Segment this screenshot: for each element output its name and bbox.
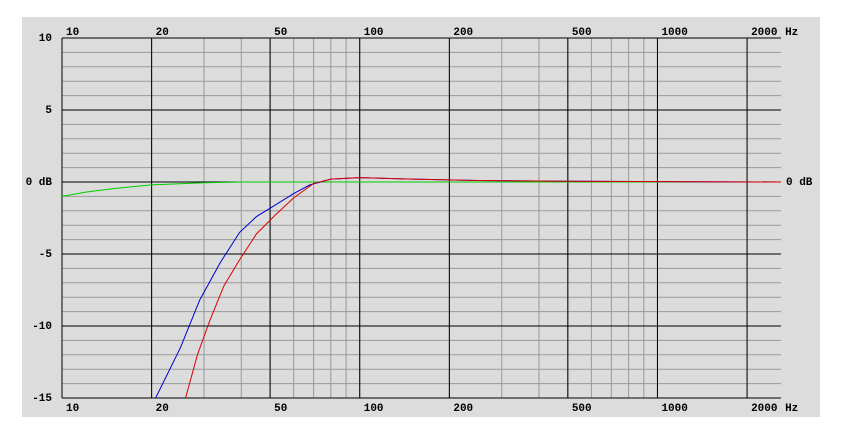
- x-tick-label: 200: [453, 27, 473, 39]
- x-tick-label: 20: [156, 403, 169, 415]
- x-tick-label: 2000: [751, 403, 777, 415]
- line-series: [185, 177, 781, 398]
- y-tick-label: 5: [45, 105, 52, 117]
- x-unit: Hz: [785, 27, 798, 39]
- y-tick-label: -15: [32, 393, 52, 405]
- lines: [62, 177, 781, 398]
- y-tick-label: -5: [39, 249, 53, 261]
- x-tick-label: 10: [66, 27, 79, 39]
- x-unit: Hz: [785, 403, 798, 415]
- x-tick-label: 50: [274, 403, 287, 415]
- plot-background: [22, 17, 820, 417]
- x-tick-label: 1000: [661, 403, 687, 415]
- x-tick-label: 2000: [751, 27, 777, 39]
- y-tick-label: 10: [39, 33, 52, 45]
- y-tick-label: 0 dB: [26, 177, 53, 189]
- x-tick-label: 20: [156, 27, 169, 39]
- grid: [61, 37, 781, 399]
- line-series: [62, 181, 781, 197]
- x-tick-label: 10: [66, 403, 79, 415]
- x-tick-label: 500: [572, 27, 592, 39]
- x-tick-label: 100: [364, 403, 384, 415]
- x-tick-label: 100: [364, 27, 384, 39]
- x-tick-label: 200: [453, 403, 473, 415]
- labels: 10 10 20 20 50 50 100 100 200 200 500 500 1000 1000 20…: [26, 27, 813, 415]
- x-tick-label: 500: [572, 403, 592, 415]
- x-tick-label: 50: [274, 27, 287, 39]
- y-tick-label: -10: [32, 321, 52, 333]
- y-tick-label-right: 0 dB: [786, 177, 813, 189]
- x-tick-label: 1000: [661, 27, 687, 39]
